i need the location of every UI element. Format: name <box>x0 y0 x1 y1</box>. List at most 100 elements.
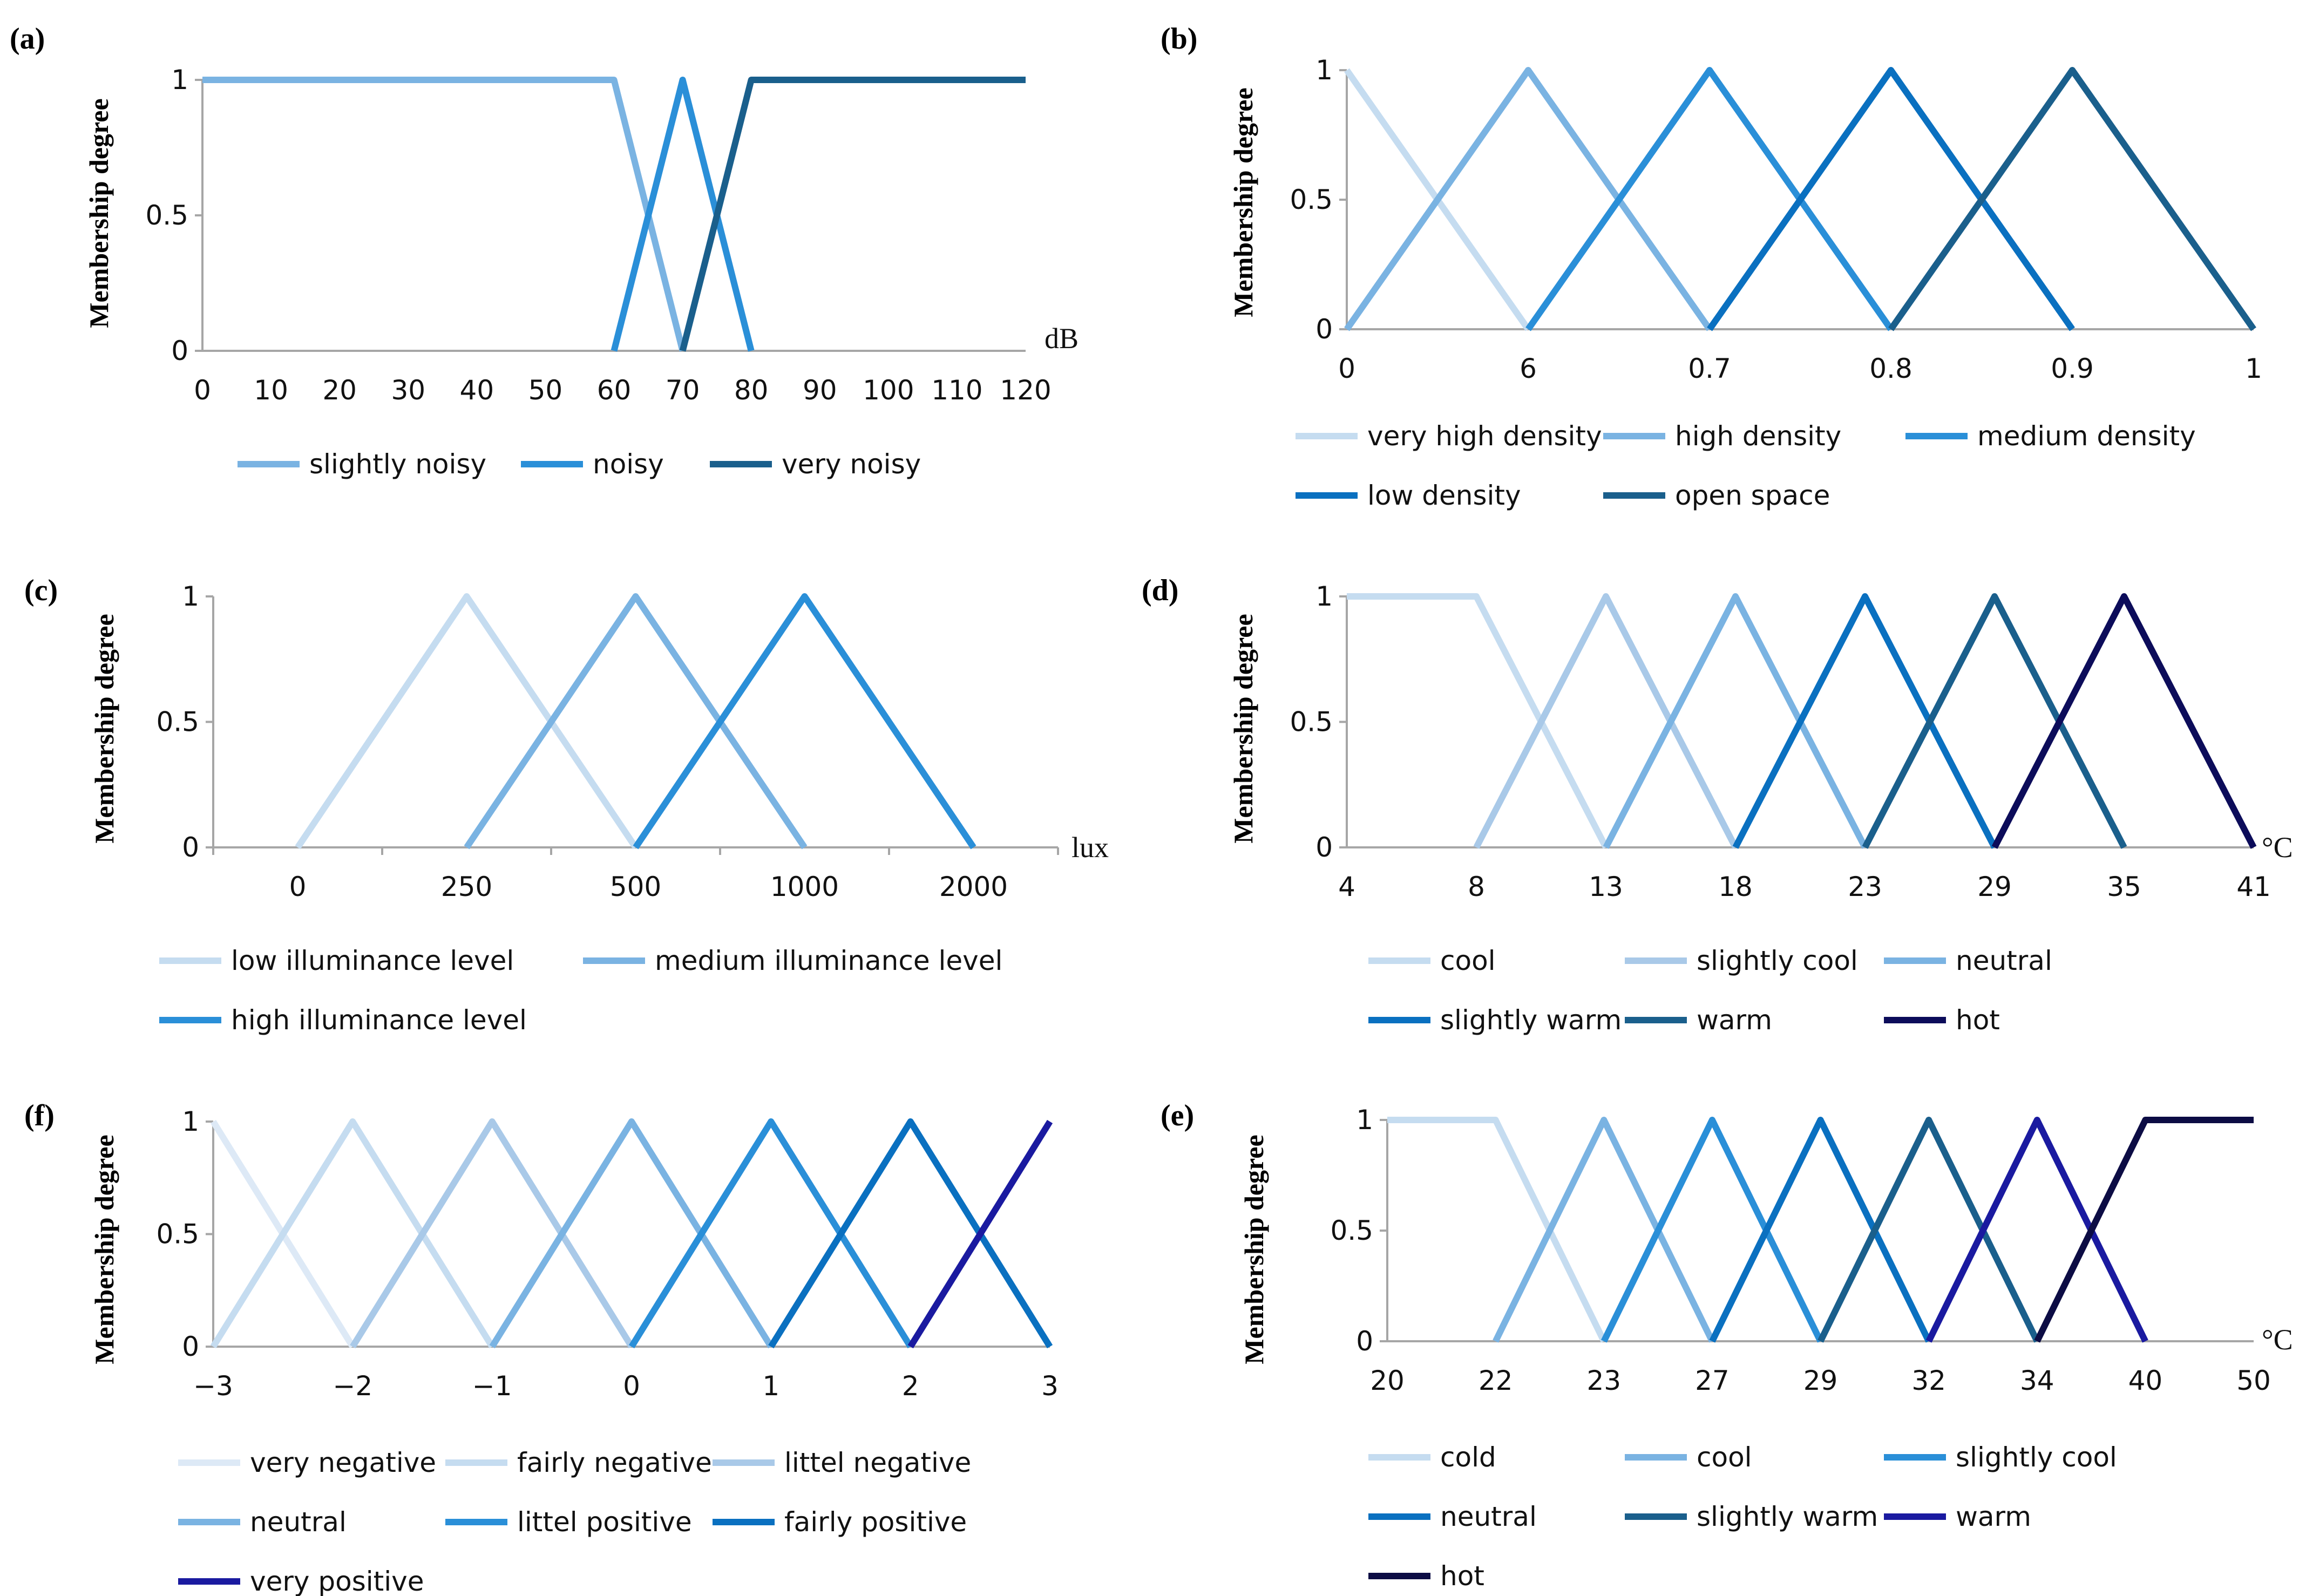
x-tick-label: 10 <box>254 375 288 406</box>
x-tick-label: 23 <box>1586 1365 1621 1396</box>
x-unit-label: °C <box>2262 1323 2293 1356</box>
x-tick-label: 40 <box>460 375 494 406</box>
legend-label: hot <box>1956 1004 2000 1036</box>
y-tick-label: 0 <box>1315 314 1333 345</box>
x-tick-label: −1 <box>472 1370 512 1402</box>
y-axis-title: Membership degree <box>1228 87 1258 317</box>
x-tick-label: 0.7 <box>1688 353 1731 384</box>
y-tick-label: 0.5 <box>1290 707 1333 738</box>
y-tick-label: 0 <box>182 1331 199 1362</box>
panel-label: (b) <box>1161 22 1197 56</box>
legend-label: high density <box>1675 420 1841 452</box>
x-tick-label: 1000 <box>770 871 839 902</box>
legend-label: very noisy <box>782 449 921 480</box>
y-tick-label: 0 <box>171 335 188 366</box>
y-tick-label: 0 <box>1315 832 1333 863</box>
x-tick-label: 23 <box>1848 871 1882 902</box>
legend-label: slightly noisy <box>309 449 486 480</box>
figure: (a)Membership degree00.510 10 20 30 40 50 60 70… <box>0 0 2299 1596</box>
x-tick-label: 29 <box>1803 1365 1838 1396</box>
legend-label: fairly negative <box>517 1447 712 1478</box>
panel-label: (e) <box>1161 1099 1194 1132</box>
panel-label: (f) <box>24 1099 55 1132</box>
x-tick-label: 110 <box>931 375 982 406</box>
legend-label: hot <box>1440 1560 1484 1592</box>
x-tick-label: 18 <box>1718 871 1753 902</box>
y-tick-label: 1 <box>182 1106 199 1137</box>
x-tick-label: 41 <box>2236 871 2271 902</box>
legend-label: high illuminance level <box>231 1004 527 1036</box>
y-tick-label: 0.5 <box>1330 1215 1373 1246</box>
legend-label: warm <box>1956 1501 2031 1532</box>
x-tick-label: 70 <box>666 375 700 406</box>
panel-label: (a) <box>10 22 45 56</box>
x-tick-label: 30 <box>391 375 425 406</box>
x-unit-label: dB <box>1045 322 1079 355</box>
x-tick-label: 50 <box>528 375 563 406</box>
legend-label: neutral <box>1440 1501 1537 1532</box>
x-tick-label: 100 <box>863 375 914 406</box>
x-tick-label: 22 <box>1479 1365 1513 1396</box>
y-axis-title: Membership degree <box>1239 1135 1269 1364</box>
x-tick-label: 27 <box>1695 1365 1730 1396</box>
y-axis-title: Membership degree <box>89 614 119 843</box>
y-tick-label: 0.5 <box>156 1219 199 1250</box>
x-tick-label: 0.9 <box>2051 353 2094 384</box>
legend-label: low density <box>1367 480 1521 511</box>
x-tick-label: 34 <box>2020 1365 2054 1396</box>
x-tick-label: 4 <box>1338 871 1355 902</box>
x-tick-label: 32 <box>1911 1365 1946 1396</box>
y-tick-label: 1 <box>182 581 199 612</box>
legend-label: neutral <box>1956 945 2052 976</box>
legend-label: medium density <box>1977 420 2196 452</box>
legend-label: very high density <box>1367 420 1602 452</box>
y-tick-label: 0.5 <box>1290 184 1333 215</box>
x-tick-label: 20 <box>1370 1365 1405 1396</box>
legend-label: noisy <box>593 449 664 480</box>
x-tick-label: 500 <box>610 871 661 902</box>
x-tick-label: 0 <box>623 1370 640 1402</box>
x-unit-label: °C <box>2262 831 2293 864</box>
x-tick-label: −2 <box>333 1370 372 1402</box>
y-tick-label: 0 <box>1356 1326 1373 1357</box>
x-tick-label: 1 <box>762 1370 779 1402</box>
legend-label: neutral <box>250 1506 347 1538</box>
panel-label: (d) <box>1142 574 1178 607</box>
y-tick-label: 1 <box>1315 55 1333 86</box>
y-axis-title: Membership degree <box>1228 614 1258 843</box>
legend-label: very negative <box>250 1447 436 1478</box>
legend-label: open space <box>1675 480 1830 511</box>
y-axis-title: Membership degree <box>89 1135 119 1364</box>
legend-label: fairly positive <box>784 1506 967 1538</box>
x-tick-label: 2 <box>902 1370 919 1402</box>
y-tick-label: 1 <box>1315 581 1333 612</box>
x-tick-label: 90 <box>803 375 837 406</box>
x-tick-label: 40 <box>2128 1365 2163 1396</box>
legend-label: very positive <box>250 1566 424 1596</box>
y-tick-label: 0.5 <box>145 200 188 231</box>
legend-label: littel negative <box>784 1447 971 1478</box>
legend-label: slightly cool <box>1697 945 1858 976</box>
legend-label: slightly warm <box>1697 1501 1878 1532</box>
legend-label: medium illuminance level <box>655 945 1002 976</box>
x-tick-label: 0.8 <box>1869 353 1913 384</box>
legend-label: cool <box>1697 1442 1752 1473</box>
y-tick-label: 0.5 <box>156 707 199 738</box>
x-tick-label: 35 <box>2107 871 2141 902</box>
x-tick-label: 60 <box>597 375 632 406</box>
x-tick-label: 29 <box>1977 871 2012 902</box>
x-tick-label: 120 <box>1000 375 1051 406</box>
x-tick-label: 50 <box>2236 1365 2271 1396</box>
x-tick-label: 1 <box>2245 353 2262 384</box>
x-tick-label: 250 <box>441 871 492 902</box>
x-tick-label: 20 <box>322 375 357 406</box>
legend-label: warm <box>1697 1004 1772 1036</box>
x-unit-label: lux <box>1071 831 1109 864</box>
x-tick-label: 13 <box>1589 871 1623 902</box>
x-tick-label: 8 <box>1468 871 1485 902</box>
panel-label: (c) <box>24 574 58 607</box>
legend-label: littel positive <box>517 1506 692 1538</box>
x-tick-label: −3 <box>193 1370 233 1402</box>
x-tick-label: 2000 <box>939 871 1008 902</box>
legend-label: low illuminance level <box>231 945 514 976</box>
